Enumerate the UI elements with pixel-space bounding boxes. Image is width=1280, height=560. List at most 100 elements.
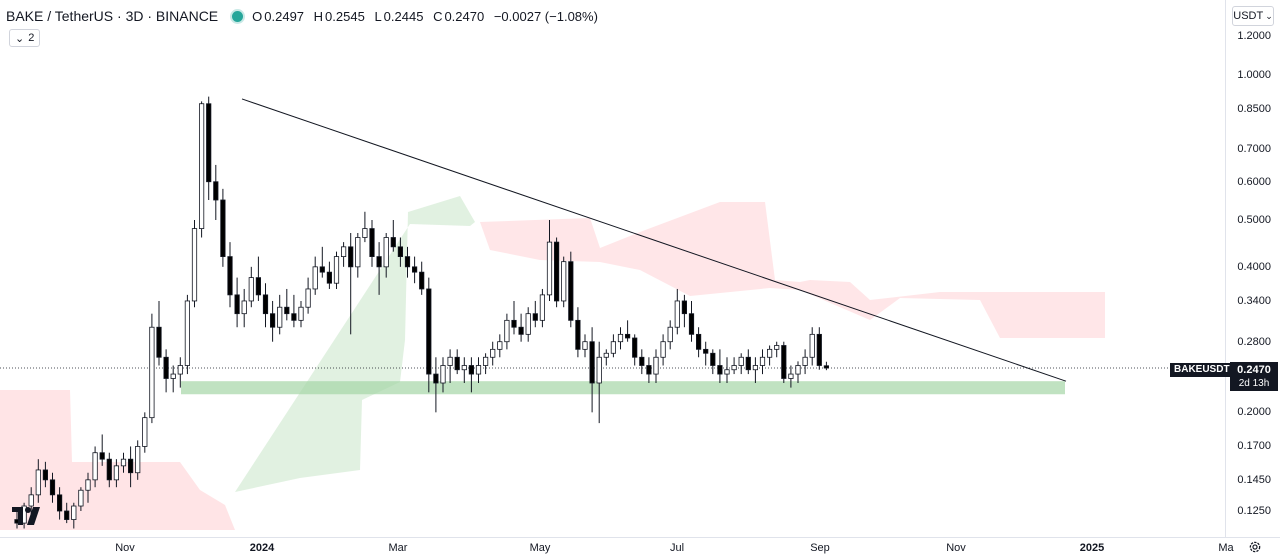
candle-body [596,356,602,384]
price-tick-label: 0.2800 [1237,335,1271,348]
symbol-price-label: BAKEUSDT [1170,363,1234,377]
candle-body [284,306,290,315]
price-tick-label: 0.1700 [1237,440,1271,453]
price-tick-label: 1.2000 [1237,30,1271,43]
ohlc-close-label: C [433,8,443,24]
time-tick-label: Nov [946,542,966,554]
candle-body [99,452,105,460]
ohlc-open-label: O [252,8,263,24]
candle-body [539,294,546,321]
price-tick-label: 0.1250 [1237,505,1271,517]
candle-body [717,365,723,375]
candle-body [617,333,624,343]
candle-body [554,241,560,302]
candle-body [639,356,645,366]
ohlc-low-value: 0.2445 [383,8,424,24]
candle-body [248,277,254,302]
candle-body [390,237,396,248]
candle-body [454,356,460,371]
candle-body [206,103,212,183]
candle-body [504,319,510,343]
ohlc-close-value: 0.2470 [444,8,485,24]
candle-body [184,300,190,366]
candle-body [191,228,198,302]
candle-body [156,326,162,358]
candle-body [305,288,311,308]
candle-body [170,373,176,379]
descending-trendline [241,98,1067,382]
candle-body [64,510,70,520]
candle-body [355,237,361,268]
candle-body [589,341,595,384]
candle-body [575,319,581,350]
time-tick-label: Sep [810,542,830,554]
price-tick-label: 0.8500 [1237,102,1271,115]
candle-body [113,465,119,481]
price-tick-label: 1.0000 [1237,68,1271,81]
candle-body [532,313,538,321]
candle-body [262,294,269,315]
currency-label: USDT [1233,10,1264,22]
candle-body [440,365,446,384]
candle-body [497,341,503,350]
indicators-toggle-button[interactable]: ⌄ 2 [9,29,41,47]
gear-icon[interactable] [1248,540,1262,554]
candle-body [42,469,49,481]
candle-body [568,261,574,321]
candle-body [198,103,205,229]
candle-body [582,341,588,350]
candle-body [681,300,688,315]
candle-body [511,319,517,328]
last-price-value: 0.2470 [1237,364,1271,376]
candle-body [348,246,354,268]
currency-select[interactable]: USDT ⌄ [1232,6,1274,26]
candle-body [213,181,219,201]
ohlc-low-label: L [374,8,382,24]
chart-pane[interactable] [0,0,1225,537]
candle-body [816,333,822,366]
time-tick-label: Ma [1218,542,1234,554]
candle-body [241,300,247,315]
candle-body [291,313,297,321]
candle-body [632,337,638,358]
candle-body [625,333,631,339]
price-tick-label: 0.2000 [1237,406,1271,419]
candle-body [255,277,262,296]
candle-body [234,294,240,315]
candle-body [369,228,375,257]
candle-body [646,365,652,375]
candle-body [298,306,304,321]
candle-body [809,333,815,358]
candle-body [653,356,659,375]
candle-body [731,365,737,371]
candle-body [333,256,340,284]
time-tick-label: 2024 [249,542,275,554]
tradingview-logo[interactable] [12,507,40,525]
time-tick-label: Nov [115,542,135,554]
candle-body [745,356,751,371]
candle-body [135,446,141,474]
time-axis[interactable]: Nov 2024 Mar May Jul Sep Nov 2025 Ma [0,537,1280,560]
ohlc-high-value: 0.2545 [325,8,365,24]
candle-body [752,365,759,371]
candle-body [397,246,404,257]
chart-canvas[interactable] [0,0,1225,537]
candle-body [120,458,127,467]
candle-body [277,306,283,328]
chart-legend: BAKE / TetherUS · 3D · BINANCE O 0.2497 H… [0,6,604,26]
candle-body [220,199,226,257]
candle-body [85,479,91,491]
time-tick-label: May [529,542,551,554]
candle-body [447,356,453,366]
symbol-title[interactable]: BAKE / TetherUS · 3D · BINANCE [6,8,219,24]
candle-body [433,373,439,384]
candle-body [92,452,98,481]
candle-body [78,489,84,507]
candle-body [383,237,389,268]
candle-body [518,326,524,335]
candle-body [106,458,112,481]
price-axis[interactable]: 1.2000 1.0000 0.8500 0.7000 0.6000 0.5000 0.40… [1225,0,1280,537]
candle-body [426,288,432,375]
candle-body [710,352,716,366]
candle-body [660,341,666,358]
